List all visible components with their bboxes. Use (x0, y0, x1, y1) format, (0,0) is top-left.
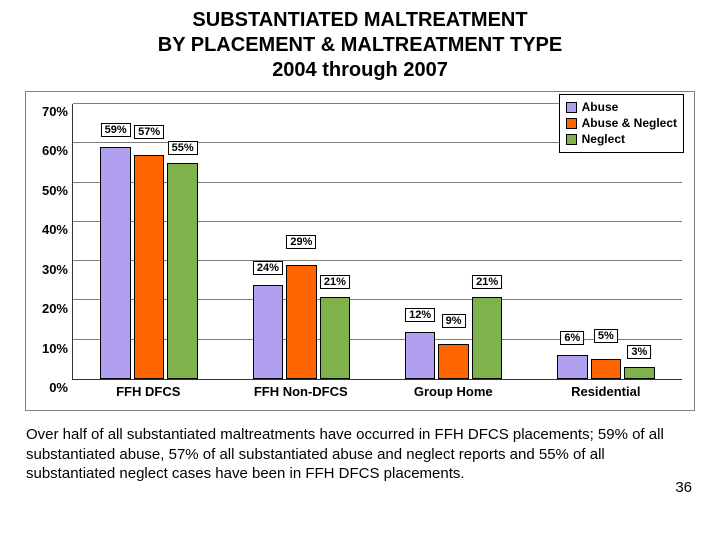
chart-frame: Abuse Abuse & Neglect Neglect 0%10%20%30… (25, 91, 695, 411)
bar (405, 332, 435, 379)
bar (320, 297, 350, 380)
x-axis: FFH DFCS FFH Non-DFCS Group Home Residentia… (72, 384, 682, 406)
bar (438, 344, 468, 379)
data-label: 24% (253, 261, 283, 275)
chart-title: SUBSTANTIATED MALTREATMENT BY PLACEMENT … (20, 8, 700, 83)
bar (624, 367, 654, 379)
title-line-2: BY PLACEMENT & MALTREATMENT TYPE (20, 33, 700, 58)
title-line-3: 2004 through 2007 (20, 58, 700, 83)
legend-label: Abuse & Neglect (582, 115, 677, 131)
x-tick-label: FFH DFCS (116, 384, 180, 399)
legend-label: Abuse (582, 99, 619, 115)
gridline (73, 221, 682, 222)
bar (100, 147, 130, 379)
slide: SUBSTANTIATED MALTREATMENT BY PLACEMENT … (0, 0, 720, 540)
x-tick-label: FFH Non-DFCS (254, 384, 348, 399)
gridline (73, 299, 682, 300)
data-label: 9% (442, 314, 466, 328)
bar (286, 265, 316, 379)
page-number: 36 (675, 479, 692, 496)
y-axis: 0%10%20%30%40%50%60%70% (26, 104, 72, 380)
data-label: 3% (627, 345, 651, 359)
data-label: 57% (134, 125, 164, 139)
data-label: 5% (594, 329, 618, 343)
bar (253, 285, 283, 379)
data-label: 6% (560, 331, 584, 345)
data-label: 29% (286, 235, 316, 249)
legend: Abuse Abuse & Neglect Neglect (559, 94, 684, 153)
legend-item: Abuse (566, 99, 677, 115)
caption-text: Over half of all substantiated maltreatm… (20, 425, 700, 484)
legend-swatch (566, 102, 577, 113)
data-label: 21% (472, 275, 502, 289)
gridline (73, 260, 682, 261)
x-tick-label: Group Home (414, 384, 493, 399)
legend-item: Neglect (566, 131, 677, 147)
x-tick-label: Residential (571, 384, 640, 399)
gridline (73, 339, 682, 340)
bar (134, 155, 164, 379)
bar (472, 297, 502, 380)
legend-label: Neglect (582, 131, 625, 147)
legend-swatch (566, 134, 577, 145)
data-label: 12% (405, 308, 435, 322)
data-label: 21% (320, 275, 350, 289)
bar (557, 355, 587, 379)
data-label: 59% (101, 123, 131, 137)
data-label: 55% (168, 141, 198, 155)
legend-item: Abuse & Neglect (566, 115, 677, 131)
legend-swatch (566, 118, 577, 129)
bar (591, 359, 621, 379)
bar (167, 163, 197, 379)
title-line-1: SUBSTANTIATED MALTREATMENT (20, 8, 700, 33)
gridline (73, 182, 682, 183)
